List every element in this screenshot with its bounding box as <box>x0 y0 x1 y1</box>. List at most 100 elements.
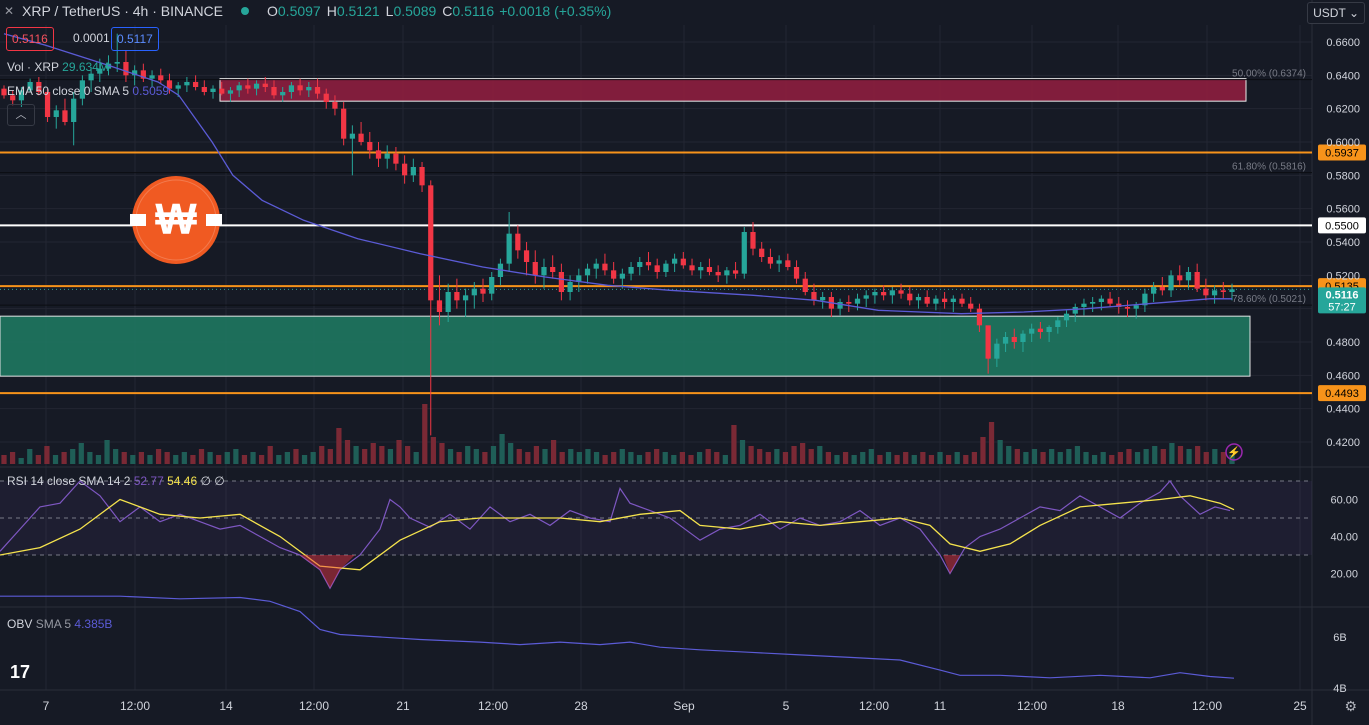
volume-bar <box>1006 446 1012 464</box>
candle-body <box>1168 275 1174 291</box>
high-value: 0.5121 <box>336 3 380 19</box>
price-tick-label: 0.4400 <box>1326 404 1360 416</box>
chevron-down-icon: ⌄ <box>1348 6 1359 20</box>
low-label: L <box>385 3 394 19</box>
volume-bar <box>825 452 832 464</box>
volume-bar <box>344 440 351 464</box>
currency-select[interactable]: USDT ⌄ <box>1307 2 1365 24</box>
candle-body <box>1194 272 1200 289</box>
level-price-label: 0.5937 <box>1325 148 1359 160</box>
rsi-legend[interactable]: RSI 14 close SMA 14 2 52.77 54.46 ∅ ∅ <box>7 474 225 488</box>
volume-bar <box>456 452 462 464</box>
volume-bar <box>1126 449 1132 464</box>
volume-bar <box>671 455 677 464</box>
volume-bar <box>1023 452 1029 464</box>
candle-body <box>698 267 704 271</box>
obv-sma: SMA 5 <box>35 617 72 631</box>
volume-bar <box>207 452 213 464</box>
candle-body <box>959 298 965 304</box>
candle-body <box>306 87 312 91</box>
candle-body <box>332 102 338 109</box>
volume-bar <box>1195 446 1201 464</box>
sell-button[interactable]: 0.5116 <box>6 27 54 51</box>
obv-pane <box>0 595 1235 679</box>
candle-body <box>1185 272 1192 281</box>
volume-bar <box>611 452 617 464</box>
volume-bar <box>946 455 952 464</box>
candle-body <box>933 298 939 304</box>
ema-legend[interactable]: EMA 50 close 0 SMA 5 0.5059 <box>7 84 169 98</box>
brand-logo-icon: ₩ <box>130 176 222 264</box>
volume-bar <box>70 449 76 464</box>
market-status-icon <box>241 7 249 15</box>
volume-bar <box>1169 443 1175 464</box>
price-tick-label: 0.4600 <box>1326 370 1360 382</box>
time-tick-label: 12:00 <box>859 699 889 713</box>
candle-body <box>384 153 390 159</box>
volume-bar <box>319 446 325 464</box>
change-value: +0.0018 (+0.35%) <box>499 3 612 19</box>
candle-body <box>27 82 33 91</box>
volume-bar <box>362 449 368 464</box>
obv-legend[interactable]: OBV SMA 5 4.385B <box>7 617 112 631</box>
obv-value: 4.385B <box>74 617 113 631</box>
candle-body <box>341 108 347 139</box>
volume-bar <box>722 455 728 464</box>
time-tick-label: Sep <box>673 699 695 713</box>
open-value: 0.5097 <box>277 3 321 19</box>
buy-button[interactable]: 0.5117 <box>111 27 159 51</box>
candle-body <box>79 80 85 99</box>
candle-body <box>1203 288 1209 296</box>
volume-bar <box>739 440 746 464</box>
volume-bar <box>928 455 935 464</box>
candle-body <box>907 293 913 301</box>
candle-body <box>428 185 434 301</box>
candle-body <box>523 250 530 262</box>
tradingview-logo-icon[interactable]: 17 <box>10 662 31 682</box>
candle-body <box>314 87 321 94</box>
volume-bar <box>1031 449 1038 464</box>
volume-bar <box>765 452 771 464</box>
candle-body <box>436 300 443 312</box>
chevron-up-icon[interactable]: ︿ <box>7 104 35 126</box>
rsi-ma-value: 54.46 <box>167 474 198 488</box>
volume-bar <box>1074 446 1081 464</box>
candle-body <box>53 110 59 117</box>
volume-bar <box>1066 449 1072 464</box>
rsi-tick-label: 20.00 <box>1330 569 1358 581</box>
candle-body <box>811 292 817 301</box>
support-zone <box>0 315 1251 377</box>
candle-body <box>253 83 260 89</box>
volume-bar <box>817 446 823 464</box>
volume-legend[interactable]: Vol · XRP 29.634M <box>7 60 109 74</box>
candle-body <box>375 150 382 159</box>
volume-bar <box>18 458 24 464</box>
candle-body <box>506 233 512 264</box>
candle-body <box>663 263 669 272</box>
price-tick-label: 0.6000 <box>1326 137 1360 149</box>
volume-bar <box>259 455 265 464</box>
gear-icon[interactable]: ⚙ <box>1344 698 1357 714</box>
candle-body <box>1229 289 1235 292</box>
volume-bar <box>327 449 333 464</box>
candle-body <box>158 75 164 81</box>
candle-body <box>741 232 747 274</box>
candle-body <box>62 110 68 122</box>
symbol-title[interactable]: XRP / TetherUS · 4h · BINANCE <box>22 3 223 19</box>
obv-series-line <box>0 595 1235 679</box>
volume-bar <box>52 455 59 464</box>
volume-bar <box>542 449 548 464</box>
volume-bar <box>216 455 222 464</box>
time-tick-label: 28 <box>574 699 588 713</box>
volume-bar <box>336 428 342 464</box>
candle-body <box>140 70 146 79</box>
volume-bar <box>774 449 780 464</box>
volume-bar <box>877 455 883 464</box>
volume-bar <box>1177 446 1184 464</box>
candle-body <box>44 92 51 117</box>
volume-bar <box>636 455 643 464</box>
candle-body <box>410 167 416 176</box>
candle-body <box>863 295 869 299</box>
candle-body <box>132 70 138 76</box>
